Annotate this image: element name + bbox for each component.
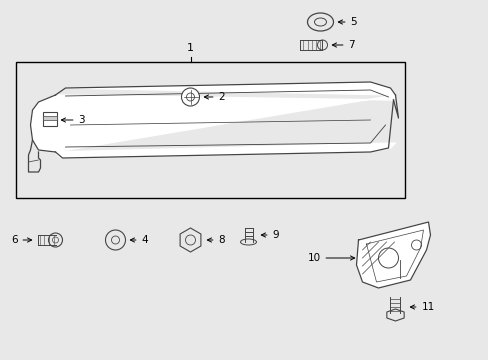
Text: 8: 8 — [207, 235, 224, 245]
Text: 2: 2 — [204, 92, 224, 102]
Circle shape — [181, 88, 199, 106]
Bar — [42, 112, 57, 126]
Polygon shape — [356, 222, 429, 288]
Text: 1: 1 — [186, 43, 194, 53]
Polygon shape — [30, 82, 395, 158]
Text: 11: 11 — [409, 302, 434, 312]
Text: 9: 9 — [261, 230, 279, 240]
Text: 6: 6 — [11, 235, 32, 245]
Text: 7: 7 — [332, 40, 354, 50]
Text: 3: 3 — [61, 115, 85, 125]
Bar — [42, 116, 57, 120]
Text: 4: 4 — [130, 235, 148, 245]
Text: 10: 10 — [307, 253, 354, 263]
Text: 5: 5 — [338, 17, 356, 27]
Bar — [16, 62, 405, 198]
